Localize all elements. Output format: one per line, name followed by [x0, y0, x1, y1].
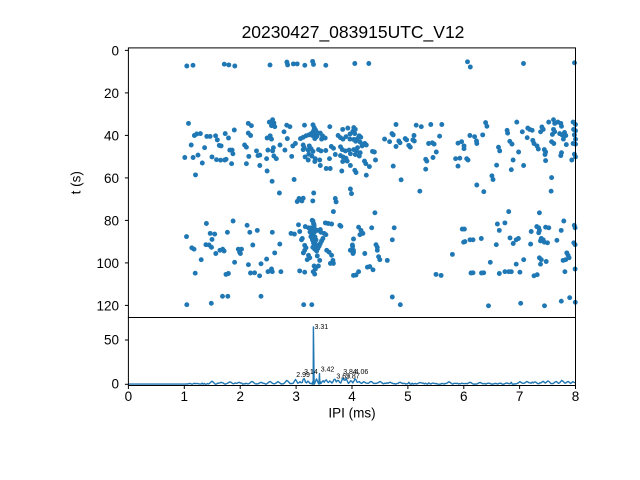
svg-text:20230427_083915UTC_V12: 20230427_083915UTC_V12 — [242, 22, 465, 43]
svg-text:3.87: 3.87 — [346, 374, 360, 381]
svg-text:3.69: 3.69 — [336, 373, 350, 380]
svg-text:3: 3 — [292, 389, 300, 404]
svg-text:100: 100 — [96, 256, 119, 271]
svg-text:40: 40 — [104, 128, 119, 143]
svg-text:80: 80 — [104, 213, 119, 228]
svg-text:3.31: 3.31 — [315, 324, 329, 331]
svg-text:60: 60 — [104, 171, 119, 186]
svg-text:1: 1 — [181, 389, 189, 404]
svg-text:3.42: 3.42 — [321, 366, 335, 373]
svg-text:3.84: 3.84 — [343, 369, 357, 376]
svg-text:0: 0 — [111, 377, 119, 392]
svg-text:4: 4 — [348, 389, 356, 404]
svg-text:2: 2 — [236, 389, 244, 404]
svg-text:20: 20 — [104, 86, 119, 101]
svg-text:7: 7 — [516, 389, 524, 404]
svg-text:t (s): t (s) — [69, 171, 84, 194]
svg-text:IPI (ms): IPI (ms) — [328, 406, 375, 421]
svg-text:8: 8 — [572, 389, 580, 404]
svg-text:50: 50 — [104, 332, 119, 347]
svg-text:6: 6 — [460, 389, 468, 404]
svg-text:120: 120 — [96, 298, 119, 313]
svg-text:2.99: 2.99 — [296, 372, 310, 379]
svg-text:0: 0 — [111, 43, 119, 58]
svg-text:3.14: 3.14 — [304, 369, 318, 376]
svg-text:5: 5 — [404, 389, 412, 404]
svg-text:4.06: 4.06 — [355, 369, 369, 376]
svg-text:0: 0 — [125, 389, 133, 404]
